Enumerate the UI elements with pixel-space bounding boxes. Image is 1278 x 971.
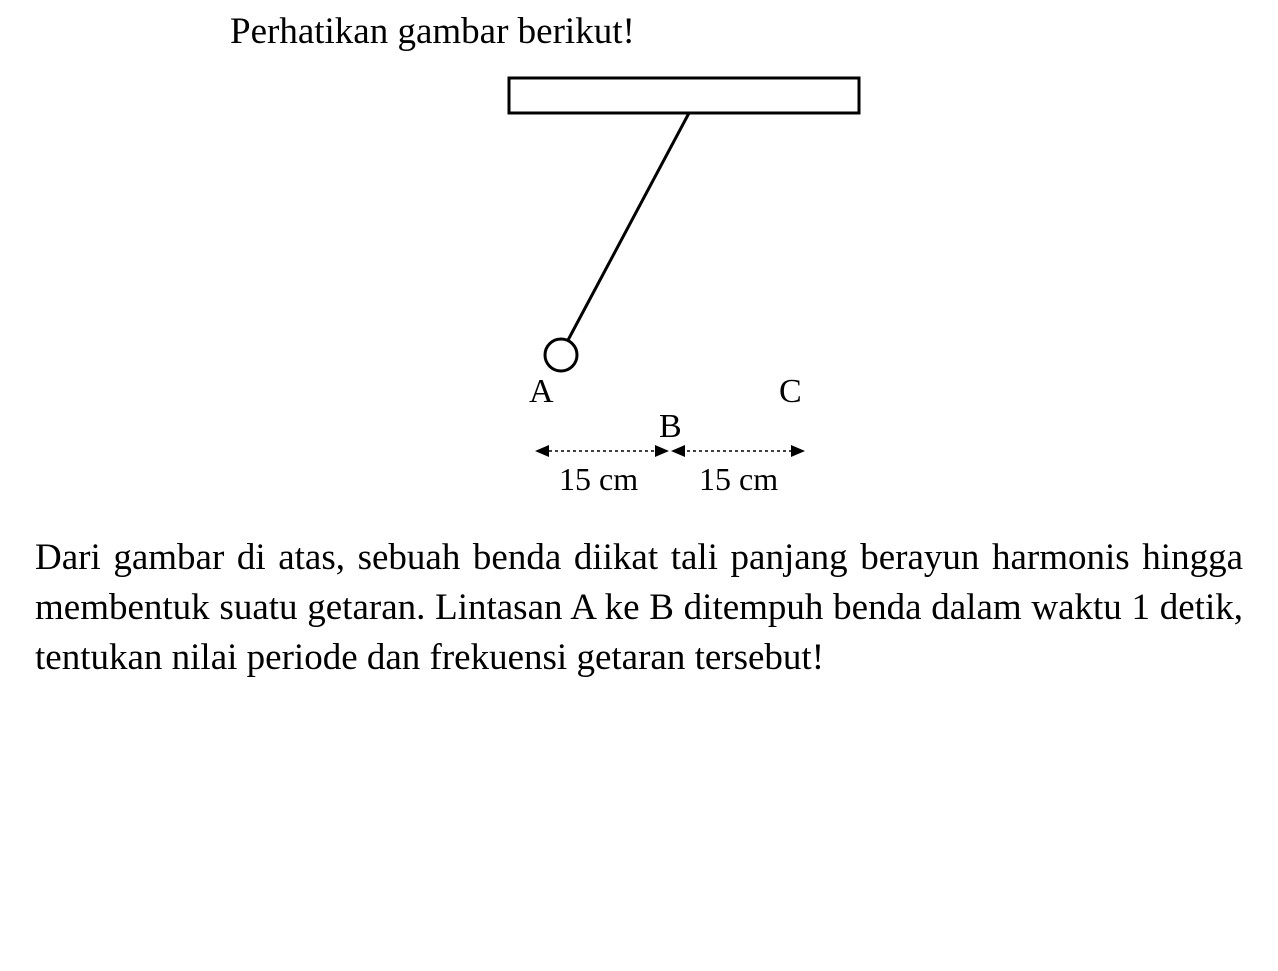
- point-label-a: A: [529, 373, 554, 411]
- pendulum-bob: [545, 339, 577, 371]
- problem-description: Dari gambar di atas, sebuah benda diikat…: [20, 533, 1258, 683]
- instruction-text: Perhatikan gambar berikut!: [230, 10, 1258, 53]
- arrow-right-start: [671, 445, 685, 457]
- pendulum-diagram: A B C 15 cm 15 cm: [389, 73, 889, 513]
- pendulum-svg: [389, 73, 889, 513]
- dimension-right: 15 cm: [699, 461, 778, 498]
- arrow-left-start: [535, 445, 549, 457]
- pendulum-string: [567, 113, 689, 342]
- point-label-b: B: [659, 408, 682, 446]
- ceiling-bar: [509, 78, 859, 113]
- point-label-c: C: [779, 373, 802, 411]
- arrow-left-end: [655, 445, 669, 457]
- arrow-right-end: [791, 445, 805, 457]
- pendulum-diagram-container: A B C 15 cm 15 cm: [20, 73, 1258, 513]
- dimension-left: 15 cm: [559, 461, 638, 498]
